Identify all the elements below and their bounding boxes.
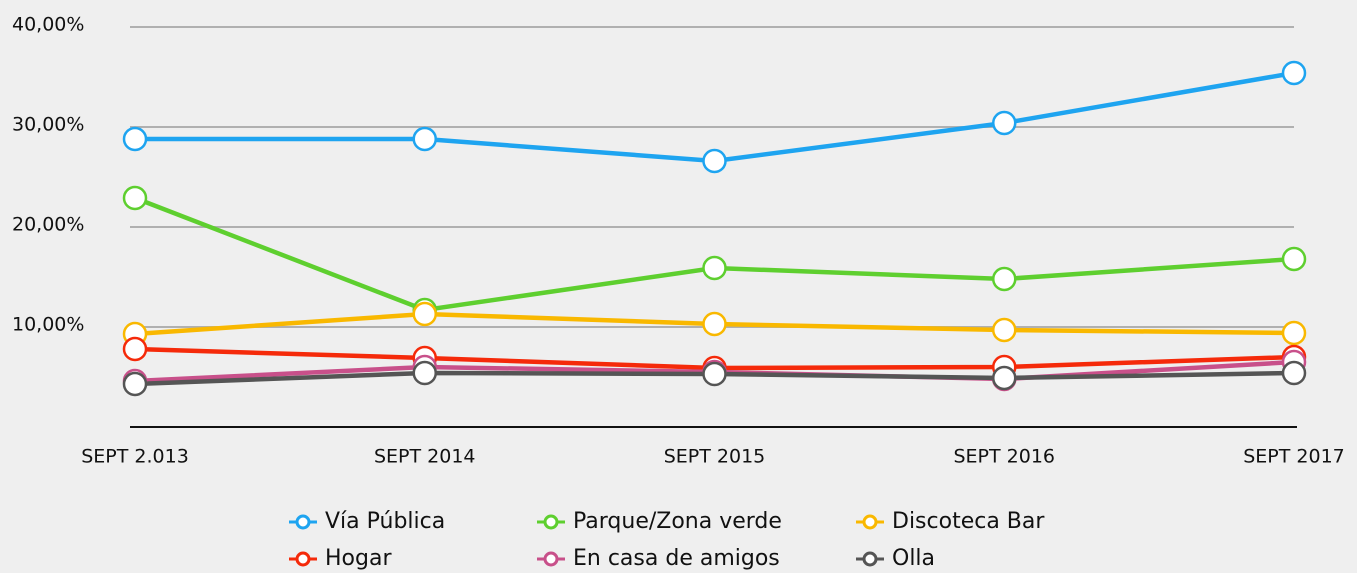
data-point xyxy=(992,365,1017,391)
legend-marker xyxy=(543,551,559,567)
x-tick-label: SEPT 2016 xyxy=(953,446,1055,468)
legend-label: Olla xyxy=(892,546,935,571)
x-tick-label: SEPT 2.013 xyxy=(81,446,189,468)
data-point xyxy=(1281,60,1307,86)
series-line xyxy=(134,195,1295,313)
legend-marker xyxy=(295,514,311,530)
data-point xyxy=(702,148,727,174)
data-point xyxy=(122,371,148,397)
y-tick-label: 10,00% xyxy=(12,314,84,336)
data-point xyxy=(1281,320,1307,346)
data-point xyxy=(122,185,148,211)
legend-label: Parque/Zona verde xyxy=(573,509,782,534)
data-point xyxy=(122,126,148,152)
data-point xyxy=(1281,246,1307,272)
data-point xyxy=(992,317,1017,343)
y-tick-label: 30,00% xyxy=(12,114,84,136)
data-point xyxy=(702,255,727,281)
data-point xyxy=(992,110,1017,136)
x-tick-label: SEPT 2014 xyxy=(374,446,476,468)
data-point xyxy=(702,311,727,337)
legend-marker xyxy=(543,514,559,530)
legend-label: Discoteca Bar xyxy=(892,509,1045,534)
data-point xyxy=(1281,360,1307,386)
legend-label: En casa de amigos xyxy=(573,546,780,571)
legend-marker xyxy=(295,551,311,567)
legend-marker xyxy=(862,514,878,530)
series-line xyxy=(135,70,1295,164)
data-point xyxy=(412,301,437,327)
data-point xyxy=(412,360,437,386)
x-tick-label: SEPT 2015 xyxy=(664,446,766,468)
data-point xyxy=(122,336,148,362)
data-point xyxy=(992,266,1017,292)
x-tick-label: SEPT 2017 xyxy=(1243,446,1345,468)
y-tick-label: 20,00% xyxy=(12,214,84,236)
legend-marker xyxy=(862,551,878,567)
data-point xyxy=(702,361,727,387)
data-point xyxy=(412,126,437,152)
legend-label: Vía Pública xyxy=(325,509,445,534)
legend-label: Hogar xyxy=(325,546,392,571)
y-tick-label: 40,00% xyxy=(12,14,84,36)
